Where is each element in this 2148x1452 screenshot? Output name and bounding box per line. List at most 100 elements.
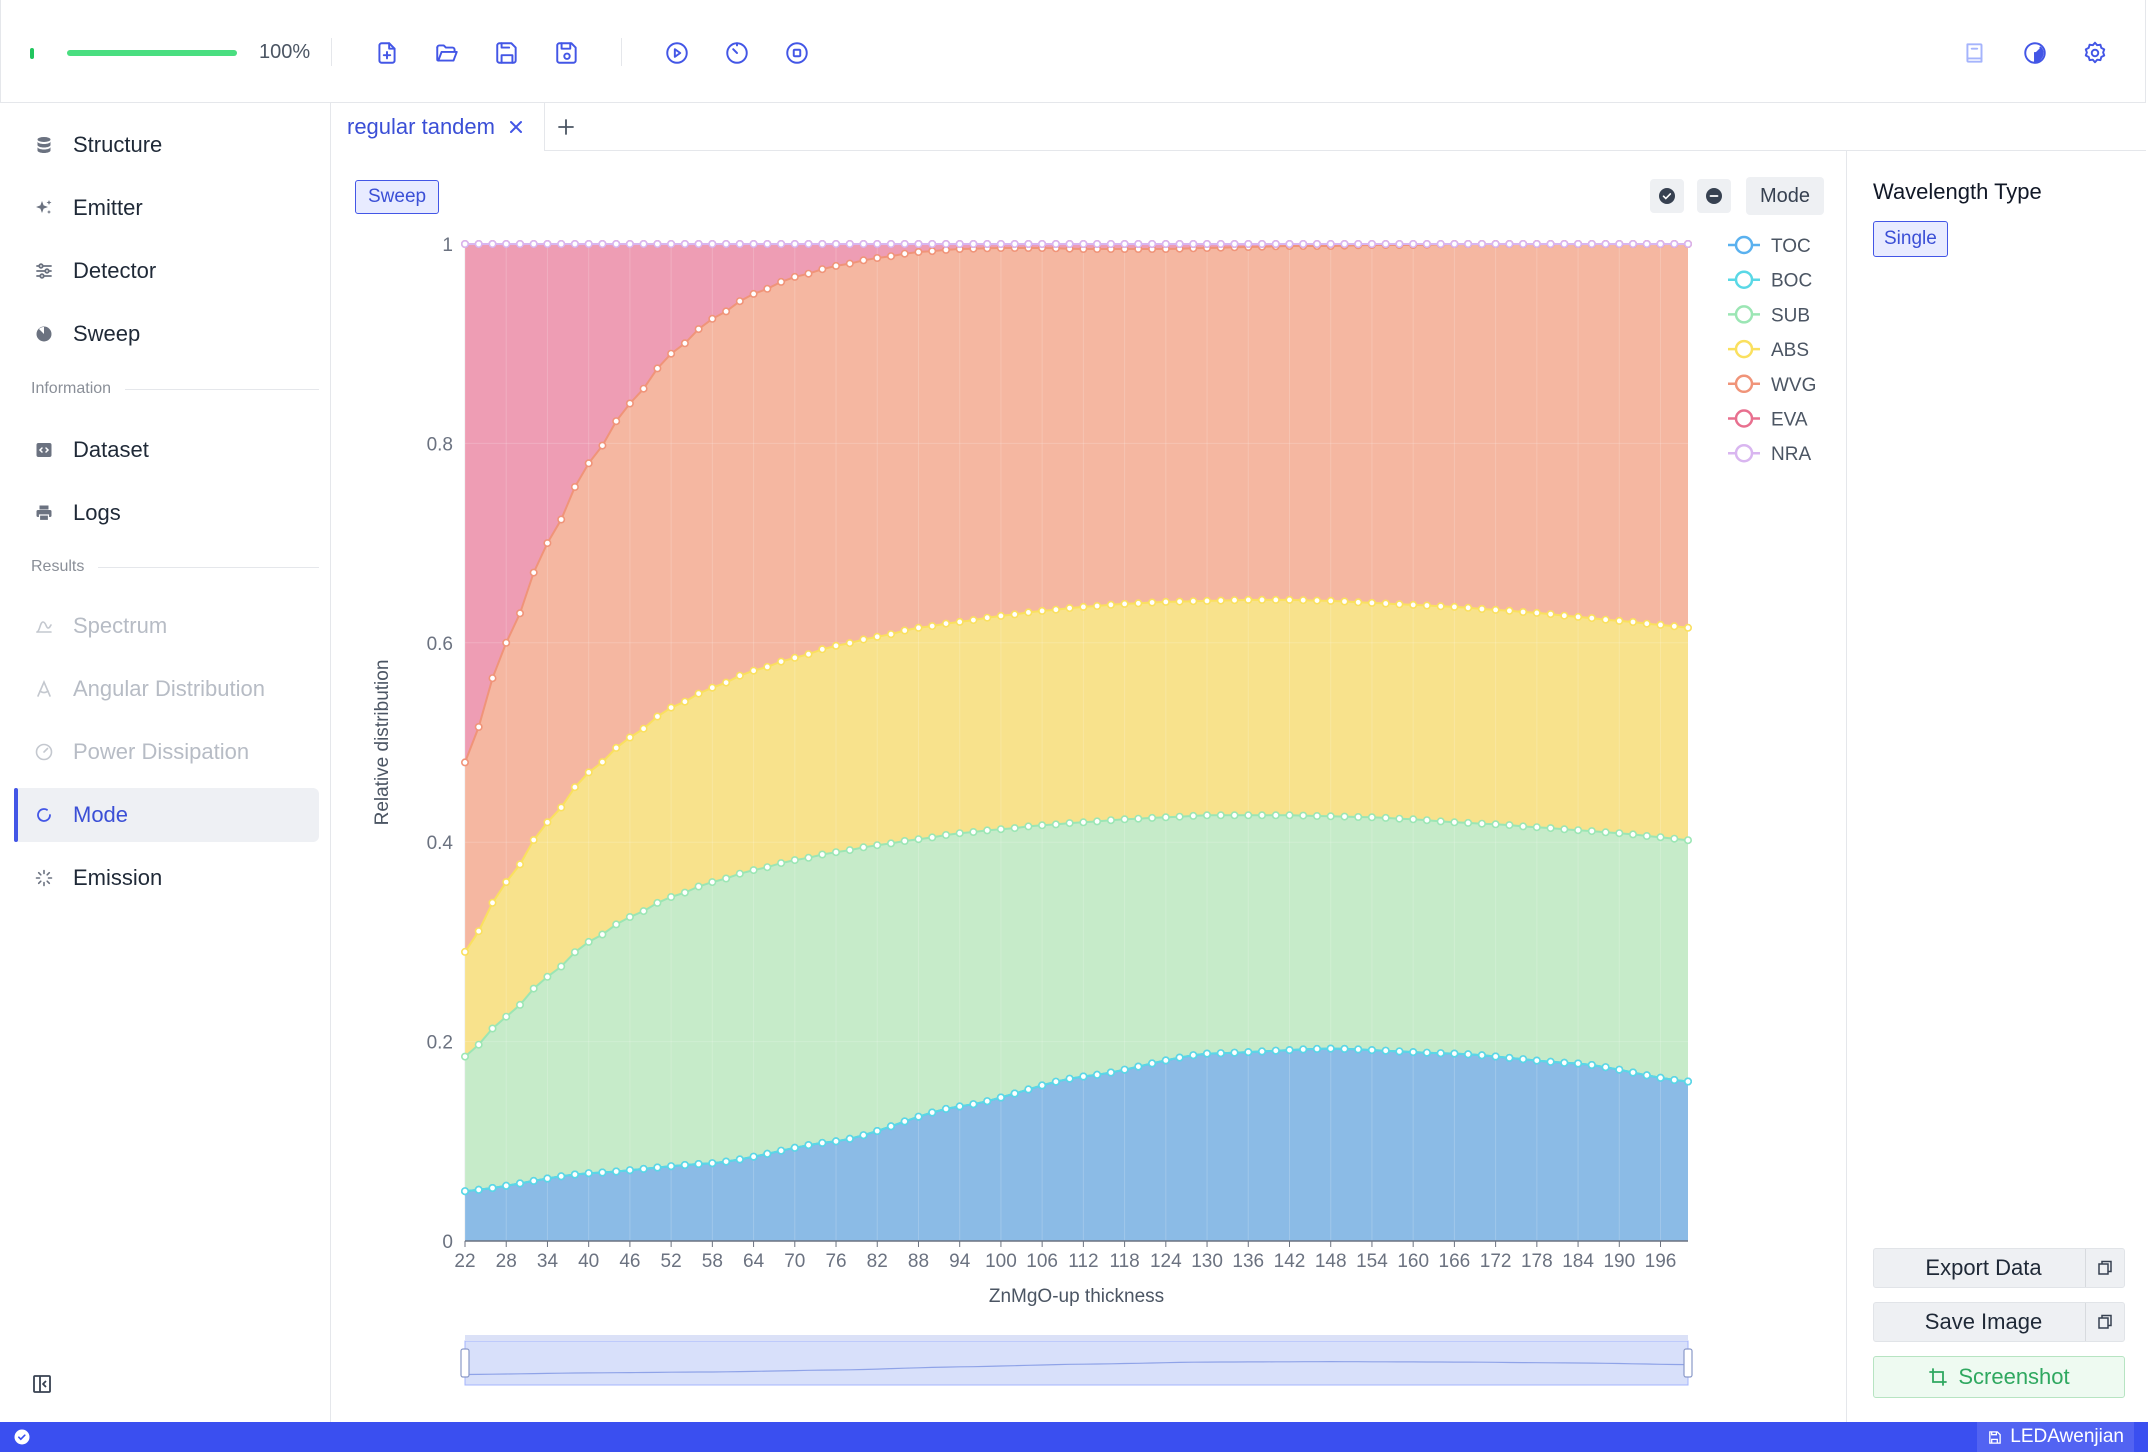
open-folder-button[interactable]	[427, 33, 467, 73]
screenshot-button[interactable]: Screenshot	[1873, 1356, 2125, 1398]
data-point-nra	[1354, 240, 1363, 249]
data-point-abs	[667, 703, 676, 712]
data-point-nra	[845, 240, 854, 249]
timer-button[interactable]	[717, 33, 757, 73]
data-point-nra	[1450, 240, 1459, 249]
data-point-sub	[1106, 816, 1115, 825]
check-circle-button[interactable]	[1650, 179, 1684, 213]
sidebar-item-detector[interactable]: Detector	[14, 244, 319, 298]
data-point-sub	[1560, 825, 1569, 834]
tab-regular-tandem[interactable]: regular tandem	[331, 103, 545, 152]
add-tab-icon[interactable]	[553, 114, 579, 140]
data-point-boc	[625, 1166, 634, 1175]
data-point-nra	[1436, 240, 1445, 249]
toolbar-divider	[331, 38, 332, 66]
new-file-button[interactable]	[367, 33, 407, 73]
data-point-abs	[1079, 602, 1088, 611]
x-tick-label: 34	[537, 1251, 559, 1272]
minus-circle-button[interactable]	[1697, 179, 1731, 213]
data-point-abs	[886, 630, 895, 639]
data-point-nra	[900, 240, 909, 249]
data-point-abs	[1642, 619, 1651, 628]
data-point-sub	[1271, 811, 1280, 820]
data-point-sub	[1120, 815, 1129, 824]
data-point-sub	[777, 859, 786, 868]
current-file-name: LEDAwenjian	[2010, 1426, 2124, 1447]
x-tick-label: 130	[1191, 1251, 1223, 1272]
data-point-nra	[1395, 240, 1404, 249]
datazoom-resize-handle[interactable]	[1683, 1348, 1693, 1378]
book-icon	[1966, 43, 1983, 63]
copy-icon[interactable]	[2085, 1303, 2124, 1341]
data-point-sub	[557, 962, 566, 971]
data-point-nra	[680, 240, 689, 249]
run-button[interactable]	[657, 33, 697, 73]
data-point-boc	[873, 1126, 882, 1135]
data-point-abs	[1587, 614, 1596, 623]
data-point-boc	[996, 1093, 1005, 1102]
sidebar-item-dataset[interactable]: Dataset	[14, 423, 319, 477]
collapse-sidebar-icon[interactable]	[31, 1373, 53, 1395]
data-point-sub	[474, 1040, 483, 1049]
data-point-abs	[1367, 598, 1376, 607]
data-point-boc	[1120, 1065, 1129, 1074]
tab-label: regular tandem	[347, 114, 495, 139]
section-information: Information	[31, 380, 319, 398]
sidebar-item-logs[interactable]: Logs	[14, 486, 319, 540]
copy-icon[interactable]	[2085, 1249, 2124, 1287]
datazoom-resize-handle[interactable]	[460, 1348, 470, 1378]
data-point-boc	[708, 1159, 717, 1168]
data-point-wvg	[914, 248, 923, 257]
data-point-boc	[1532, 1056, 1541, 1065]
mode-distribution-chart[interactable]: 22 28 34 40 46 52 58 64 70 76 82 88 94 100 106 112 118 12…	[331, 151, 1846, 1422]
data-point-sub	[941, 830, 950, 839]
theme-toggle-button[interactable]	[2015, 33, 2055, 73]
current-file[interactable]: LEDAwenjian	[1977, 1422, 2134, 1452]
data-point-nra	[1051, 240, 1060, 249]
data-point-sub	[804, 853, 813, 862]
sweep-button[interactable]: Sweep	[355, 180, 440, 214]
data-point-wvg	[502, 638, 511, 647]
sidebar-item-emitter[interactable]: Emitter	[14, 181, 319, 235]
stop-button[interactable]	[777, 33, 817, 73]
data-point-abs	[639, 724, 648, 733]
data-point-wvg	[818, 265, 827, 274]
sidebar-item-emission[interactable]: Emission	[14, 851, 319, 905]
save-image-button[interactable]: Save Image	[1873, 1302, 2125, 1342]
single-wavelength-button[interactable]: Single	[1873, 221, 1948, 257]
data-point-boc	[1230, 1048, 1239, 1057]
data-point-wvg	[667, 349, 676, 358]
close-icon[interactable]	[507, 118, 525, 136]
docs-button[interactable]	[1955, 33, 1995, 73]
export-data-button[interactable]: Export Data	[1873, 1248, 2125, 1288]
data-point-abs	[557, 803, 566, 812]
data-point-sub	[1079, 818, 1088, 827]
sidebar-item-angular-distribution[interactable]: Angular Distribution	[14, 662, 319, 716]
mode-button[interactable]: Mode	[1746, 177, 1824, 215]
data-point-wvg	[639, 384, 648, 393]
data-point-sub	[1065, 819, 1074, 828]
data-point-boc	[1574, 1059, 1583, 1068]
sidebar-item-label: Emitter	[73, 195, 143, 220]
data-point-nra	[516, 240, 525, 249]
save-as-button[interactable]	[547, 33, 587, 73]
code-icon	[32, 438, 56, 462]
data-point-boc	[1065, 1074, 1074, 1083]
data-point-abs	[790, 653, 799, 662]
data-point-nra	[1464, 240, 1473, 249]
settings-button[interactable]	[2075, 33, 2115, 73]
data-point-boc	[502, 1181, 511, 1190]
sidebar-item-structure[interactable]: Structure	[14, 118, 319, 172]
data-point-nra	[1230, 240, 1239, 249]
sidebar-item-power-dissipation[interactable]: Power Dissipation	[14, 725, 319, 779]
save-button[interactable]	[487, 33, 527, 73]
data-point-boc	[474, 1185, 483, 1194]
sidebar-item-sweep[interactable]: Sweep	[14, 307, 319, 361]
data-point-abs	[570, 783, 579, 792]
sidebar-item-mode[interactable]: Mode	[14, 788, 319, 842]
printer-icon	[32, 501, 56, 525]
data-point-abs	[1312, 596, 1321, 605]
sidebar-item-spectrum[interactable]: Spectrum	[14, 599, 319, 653]
x-tick-label: 94	[949, 1251, 971, 1272]
data-point-wvg	[653, 364, 662, 373]
